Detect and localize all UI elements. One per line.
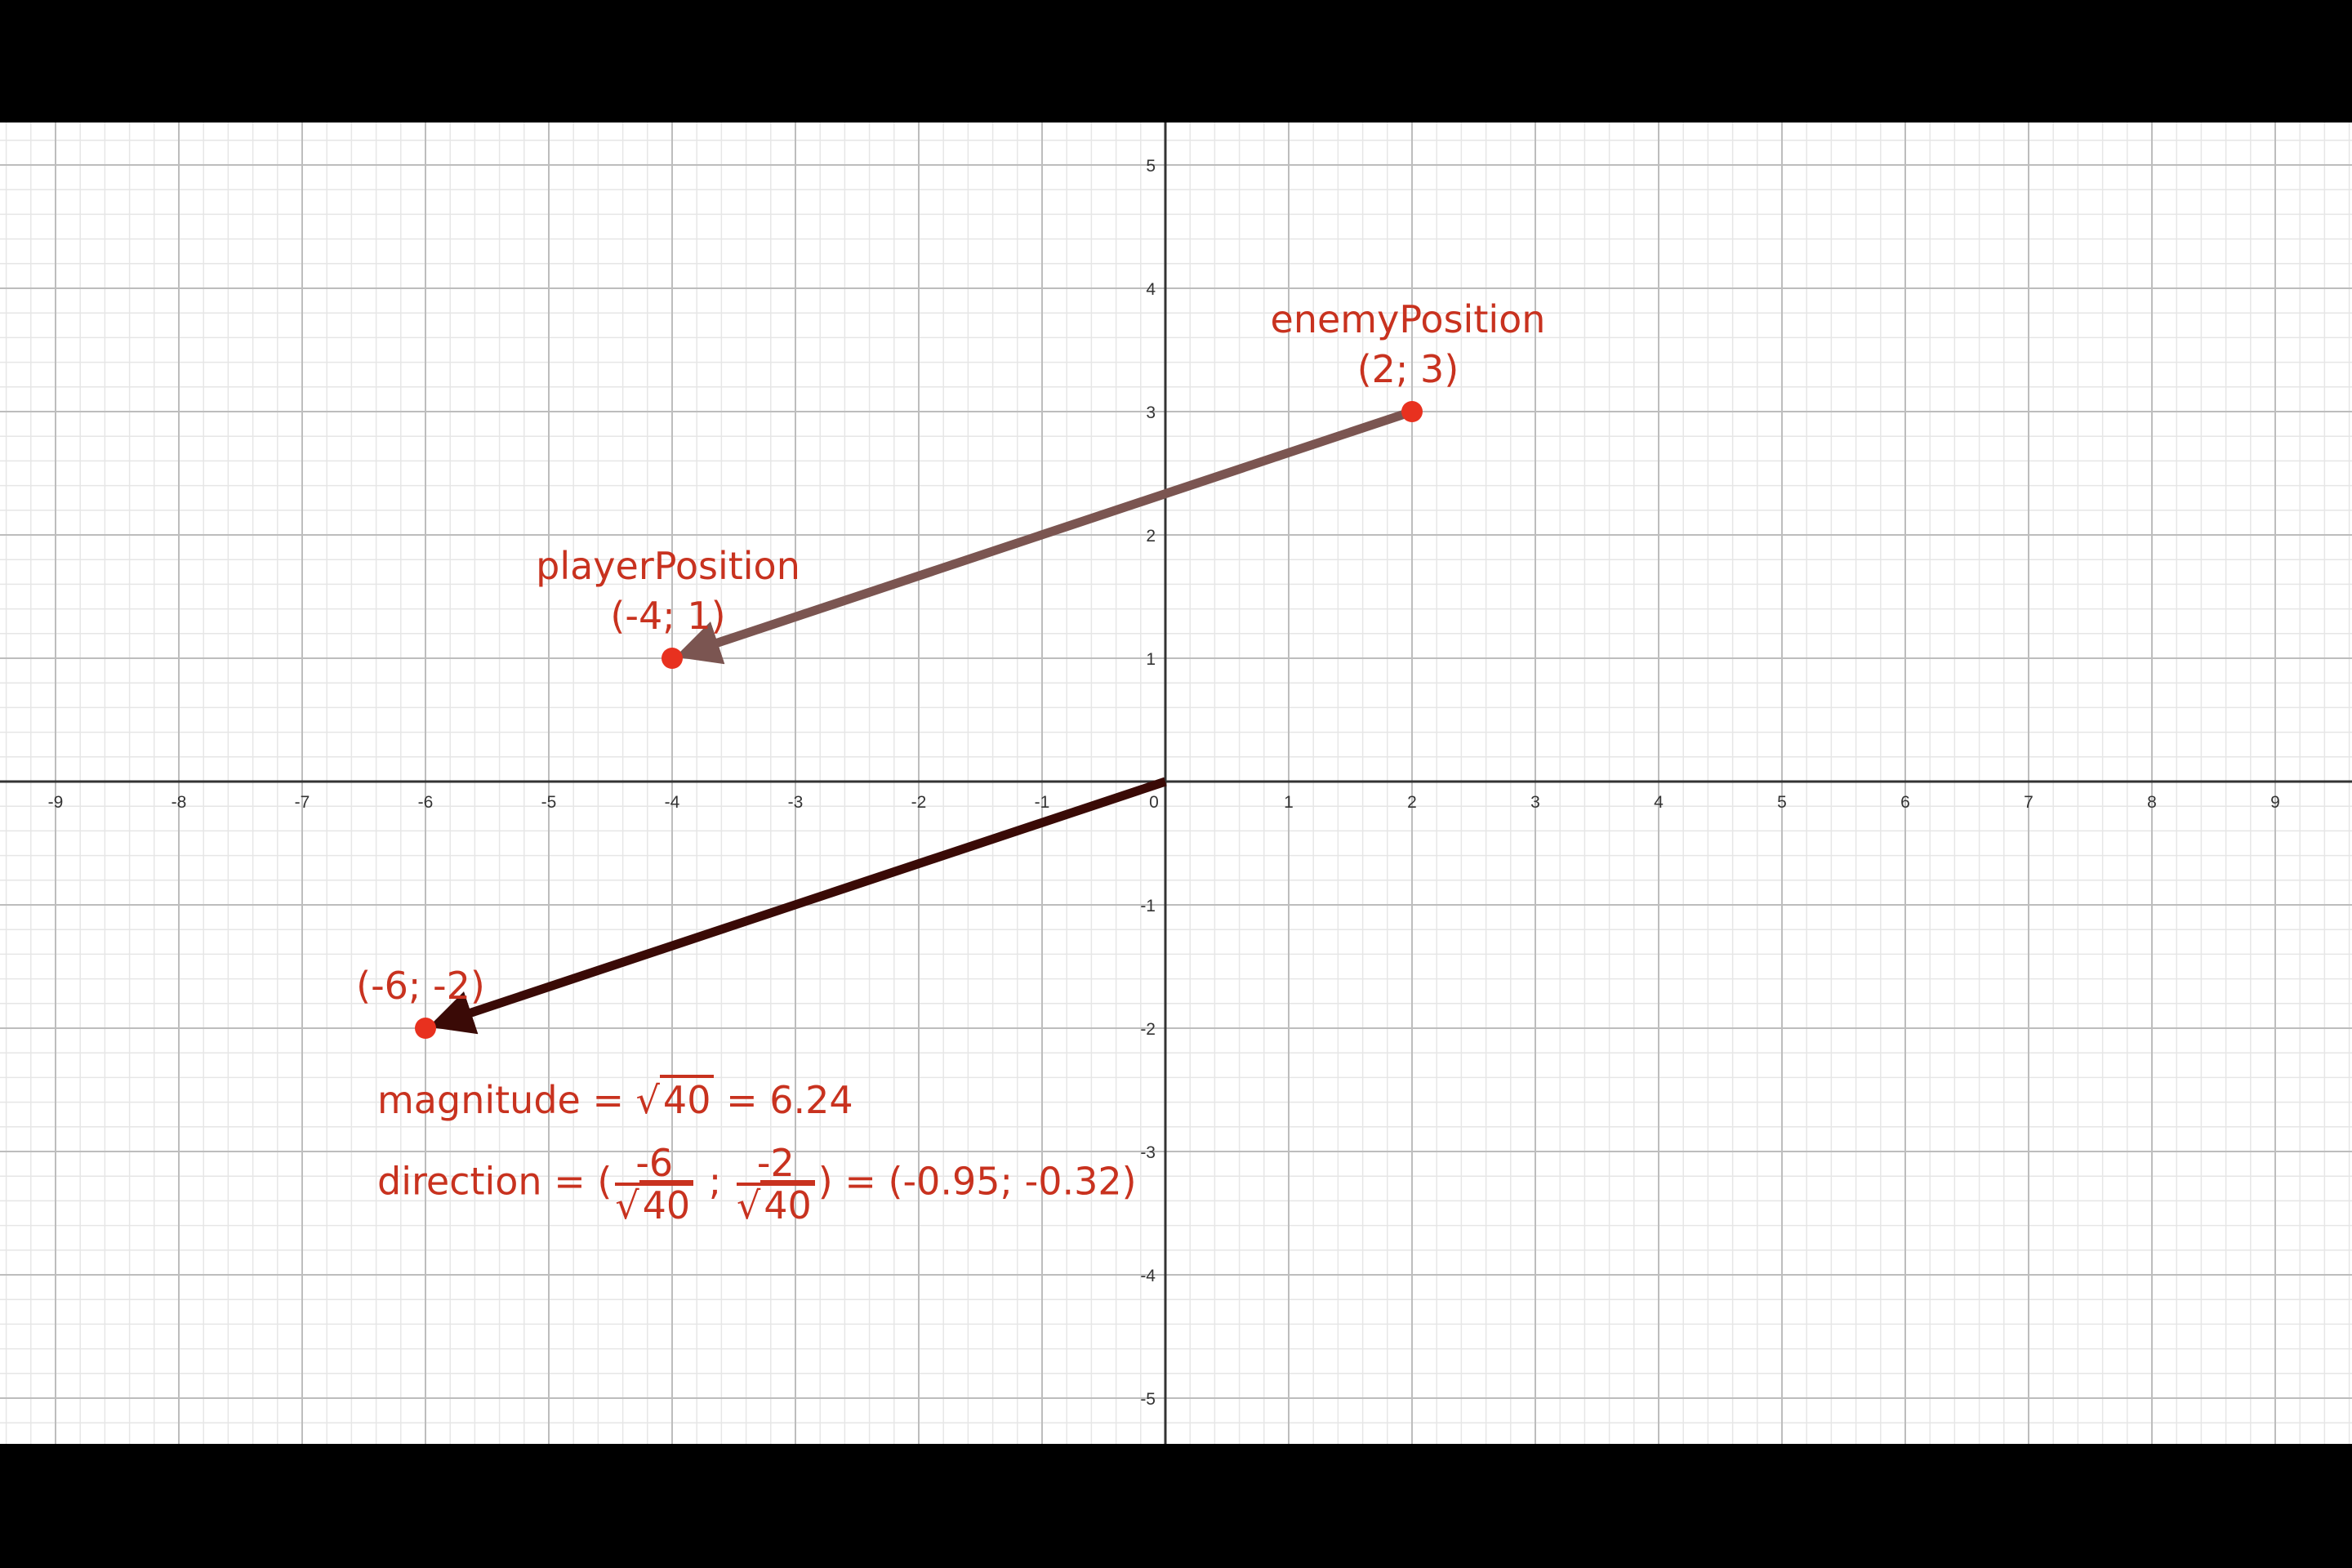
minor-grid: [0, 122, 2352, 1444]
x-tick-label: 4: [1654, 793, 1664, 812]
y-tick-label: 3: [1146, 403, 1156, 422]
x-tick-label: -4: [665, 793, 680, 812]
enemy-point: [1401, 401, 1423, 422]
x-tick-label: 6: [1900, 793, 1910, 812]
y-tick-label: -2: [1140, 1020, 1156, 1039]
y-tick-label: -1: [1140, 897, 1156, 915]
x-tick-label: -6: [418, 793, 434, 812]
player-position-coords: (-4; 1): [610, 594, 725, 638]
axes: [0, 122, 2352, 1444]
x-tick-label: -5: [541, 793, 557, 812]
x-tick-labels: -9 -8 -7 -6 -5 -4 -3 -2 -1 0 1 2 3 4 5 6 7 8 9: [48, 793, 2280, 812]
x-tick-label: -2: [911, 793, 927, 812]
vectors: [428, 407, 1414, 1035]
x-tick-label: 2: [1407, 793, 1417, 812]
x-tick-label: 5: [1777, 793, 1787, 812]
x-tick-label: 7: [2024, 793, 2034, 812]
coordinate-plane[interactable]: -9 -8 -7 -6 -5 -4 -3 -2 -1 0 1 2 3 4 5 6 7 8 9 5 4 3 2 1 -1 -2 -3…: [0, 122, 2352, 1444]
player-point: [662, 648, 683, 669]
y-tick-label: -4: [1140, 1267, 1156, 1285]
graph-canvas[interactable]: -9 -8 -7 -6 -5 -4 -3 -2 -1 0 1 2 3 4 5 6 7 8 9 5 4 3 2 1 -1 -2 -3…: [0, 122, 2352, 1444]
y-tick-labels: 5 4 3 2 1 -1 -2 -3 -4 -5: [1140, 157, 1156, 1409]
y-tick-label: -5: [1140, 1390, 1156, 1409]
letterbox-top: [0, 0, 2352, 122]
points: [415, 401, 1423, 1039]
y-tick-label: 2: [1146, 527, 1156, 546]
y-tick-label: 1: [1146, 650, 1156, 669]
letterbox-bottom: [0, 1444, 2352, 1568]
x-tick-label: 0: [1149, 793, 1159, 812]
enemy-to-player-vector: [675, 407, 1414, 665]
x-tick-label: 3: [1530, 793, 1540, 812]
x-tick-label: -9: [48, 793, 64, 812]
x-tick-label: 8: [2147, 793, 2157, 812]
player-position-label: playerPosition: [536, 544, 800, 588]
x-tick-label: 1: [1284, 793, 1294, 812]
result-point-coords: (-6; -2): [356, 964, 485, 1008]
x-tick-label: 9: [2270, 793, 2280, 812]
y-tick-label: 5: [1146, 157, 1156, 176]
result-point: [415, 1018, 436, 1039]
x-tick-label: -3: [788, 793, 804, 812]
y-tick-label: 4: [1146, 280, 1156, 299]
enemy-position-coords: (2; 3): [1357, 347, 1459, 391]
x-tick-label: -8: [172, 793, 187, 812]
x-tick-label: -7: [295, 793, 310, 812]
y-tick-label: -3: [1140, 1143, 1156, 1162]
x-tick-label: -1: [1035, 793, 1050, 812]
enemy-position-label: enemyPosition: [1271, 297, 1546, 341]
origin-to-result-vector: [428, 777, 1167, 1035]
major-grid: [0, 122, 2352, 1444]
